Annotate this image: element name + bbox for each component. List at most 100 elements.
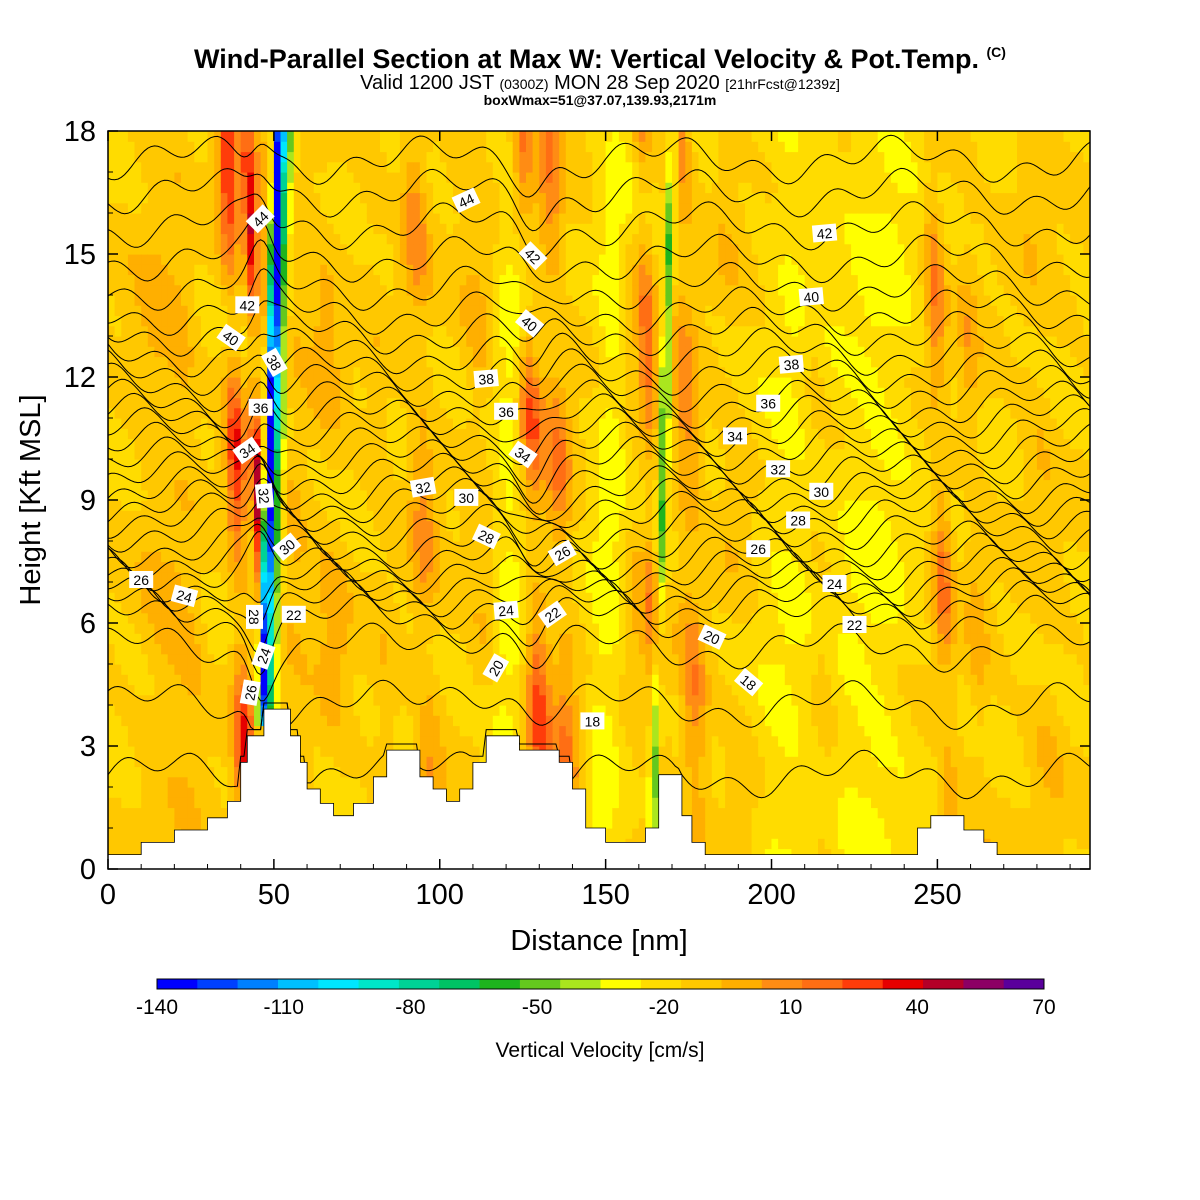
velocity-cell [393, 469, 401, 481]
velocity-cell [472, 582, 481, 593]
velocity-cell [300, 520, 308, 532]
velocity-cell [220, 459, 228, 470]
velocity-cell [532, 623, 540, 634]
velocity-cell [320, 520, 328, 532]
velocity-cell [472, 705, 481, 716]
velocity-cell [539, 500, 547, 511]
velocity-cell [141, 223, 149, 235]
velocity-cell [559, 377, 567, 388]
velocity-cell [386, 643, 394, 655]
velocity-cell [293, 264, 301, 276]
velocity-cell [406, 387, 414, 399]
velocity-cell [459, 602, 467, 614]
velocity-cell [194, 561, 202, 573]
velocity-cell [267, 161, 275, 173]
velocity-cell [472, 254, 481, 265]
velocity-cell [114, 192, 122, 204]
velocity-cell [293, 356, 301, 368]
velocity-cell [366, 131, 374, 142]
velocity-cell [227, 264, 235, 276]
velocity-cell [466, 284, 474, 296]
velocity-cell [280, 233, 288, 245]
velocity-cell [313, 705, 321, 716]
velocity-cell [214, 295, 222, 306]
velocity-cell [234, 192, 242, 204]
velocity-cell [353, 131, 361, 142]
velocity-cell [492, 172, 500, 183]
velocity-cell [240, 664, 248, 675]
velocity-cell [413, 202, 421, 214]
velocity-cell [320, 192, 328, 204]
velocity-cell [419, 295, 428, 306]
velocity-cell [114, 776, 122, 788]
velocity-cell [453, 274, 461, 286]
velocity-cell [552, 233, 560, 245]
velocity-cell [167, 561, 175, 573]
velocity-cell [413, 664, 421, 675]
velocity-cell [512, 479, 520, 491]
velocity-cell [426, 274, 434, 286]
velocity-cell [287, 407, 295, 419]
velocity-cell [141, 694, 149, 706]
velocity-cell [386, 336, 394, 347]
velocity-cell [154, 274, 162, 286]
velocity-cell [327, 213, 335, 224]
velocity-cell [486, 715, 494, 727]
velocity-cell [459, 571, 467, 583]
velocity-cell [267, 131, 275, 142]
velocity-cell [114, 479, 122, 491]
velocity-cell [327, 787, 335, 798]
velocity-cell [141, 612, 149, 624]
velocity-cell [492, 438, 500, 450]
velocity-cell [254, 264, 262, 276]
velocity-cell [499, 479, 507, 491]
velocity-cell [532, 151, 540, 163]
velocity-cell [327, 336, 335, 347]
velocity-cell [466, 172, 474, 183]
velocity-cell [506, 500, 514, 511]
velocity-cell [307, 387, 315, 399]
velocity-cell [174, 356, 182, 368]
velocity-cell [327, 202, 335, 214]
velocity-cell [466, 448, 474, 460]
velocity-cell [108, 295, 116, 306]
velocity-cell [254, 469, 262, 481]
velocity-cell [406, 715, 414, 727]
velocity-cell [453, 336, 461, 347]
velocity-cell [247, 551, 255, 563]
velocity-cell [399, 448, 408, 460]
velocity-cell [194, 746, 202, 757]
velocity-cell [161, 418, 169, 429]
velocity-cell [214, 223, 222, 235]
velocity-cell [147, 807, 155, 819]
velocity-cell [380, 746, 388, 757]
velocity-cell [486, 705, 494, 716]
velocity-cell [161, 664, 169, 675]
velocity-cell [214, 325, 222, 337]
velocity-cell [346, 592, 355, 604]
velocity-cell [287, 674, 295, 686]
velocity-cell [300, 653, 308, 665]
velocity-cell [419, 694, 428, 706]
velocity-cell [287, 274, 295, 286]
velocity-cell [240, 243, 248, 255]
velocity-cell [433, 623, 441, 634]
velocity-cell [346, 223, 355, 235]
velocity-cell [373, 213, 381, 224]
velocity-cell [207, 346, 215, 358]
velocity-cell [127, 623, 136, 634]
velocity-cell [260, 428, 268, 440]
velocity-cell [486, 284, 494, 296]
velocity-cell [360, 274, 368, 286]
velocity-cell [121, 623, 129, 634]
velocity-cell [161, 151, 169, 163]
velocity-cell [187, 192, 195, 204]
velocity-cell [280, 202, 288, 214]
velocity-cell [194, 510, 202, 522]
velocity-cell [545, 264, 554, 276]
velocity-cell [327, 797, 335, 809]
velocity-cell [214, 643, 222, 655]
velocity-cell [194, 664, 202, 675]
velocity-cell [280, 284, 288, 296]
velocity-cell [506, 377, 514, 388]
